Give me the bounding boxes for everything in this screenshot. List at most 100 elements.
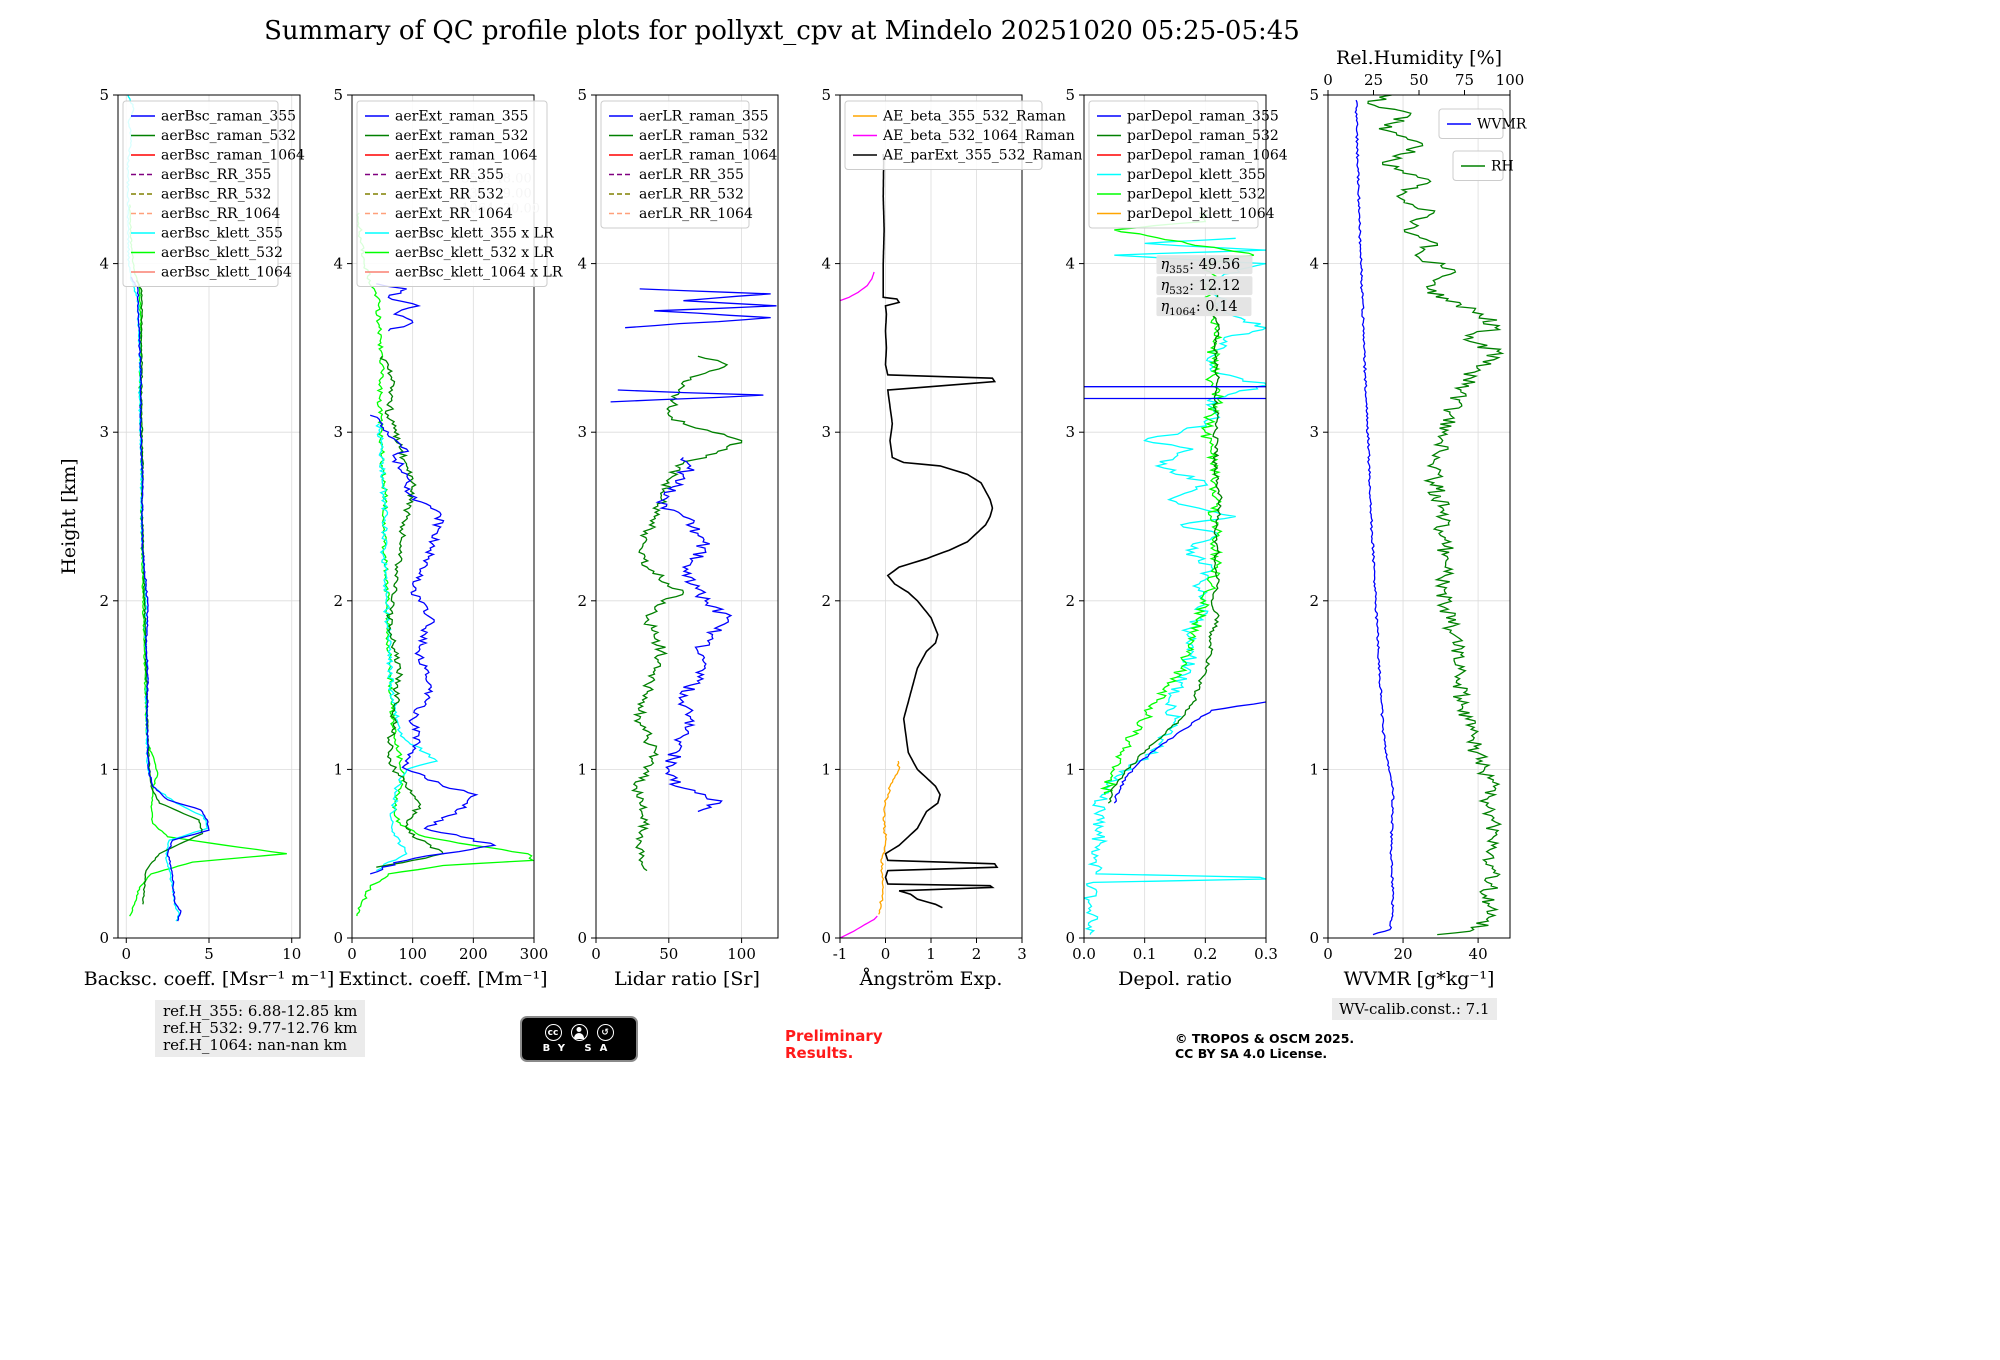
- y-tick-label: 1: [333, 760, 343, 778]
- legend-label: aerLR_raman_355: [639, 109, 769, 125]
- y-tick-label: 4: [1065, 255, 1075, 273]
- x-tick-label: 1: [926, 945, 936, 963]
- y-tick-label: 1: [577, 760, 587, 778]
- series-AE_parExt_355_532_Raman: [882, 153, 999, 909]
- legend-box: [844, 100, 1043, 170]
- refh-532: ref.H_532: 9.77-12.76 km: [163, 1019, 358, 1037]
- x-tick-label: 50: [659, 945, 678, 963]
- x-axis-label: Ångström Exp.: [859, 968, 1003, 990]
- series-aerBsc_raman_532: [135, 280, 204, 905]
- y-tick-label: 2: [577, 592, 587, 610]
- series-aerLR_raman_355: [610, 288, 777, 813]
- series-AE_beta_355_532_Raman: [878, 760, 901, 915]
- legend-label: aerLR_raman_532: [639, 128, 769, 144]
- legend-box: [356, 100, 548, 287]
- copyright-note: © TROPOS & OSCM 2025. CC BY SA 4.0 Licen…: [1175, 1031, 1354, 1061]
- legend-label: WVMR: [1477, 117, 1527, 133]
- copyright-line2: CC BY SA 4.0 License.: [1175, 1046, 1328, 1061]
- x-axis-label: Depol. ratio: [1118, 968, 1232, 990]
- x-tick-label: 200: [459, 945, 488, 963]
- series-aerBsc_klett_532_x_LR: [356, 212, 534, 917]
- x-tick-label: -1: [833, 945, 848, 963]
- series-RH: [1367, 95, 1505, 936]
- preliminary-line2: Results.: [785, 1044, 854, 1062]
- plot-frame: [595, 94, 779, 939]
- series-aerBsc_raman_355: [130, 276, 210, 922]
- legend-label: aerBsc_klett_1064 x LR: [395, 265, 563, 281]
- annotation-box: [1156, 276, 1253, 296]
- y-tick-label: 3: [1065, 423, 1075, 441]
- x-tick-label: 0: [121, 945, 131, 963]
- y-tick-label: 2: [1309, 592, 1319, 610]
- y-tick-label: 1: [1309, 760, 1319, 778]
- series-aerExt_raman_355: [370, 283, 497, 875]
- legend-label: aerExt_RR_532: [395, 187, 504, 203]
- legend: aerLR_raman_355 aerLR_raman_532 aerLR_rama…: [600, 100, 778, 229]
- series-aerBsc_klett_532: [128, 204, 287, 917]
- y-tick-label: 3: [333, 423, 343, 441]
- legend-label: aerBsc_RR_1064: [161, 206, 280, 222]
- page-title: Summary of QC profile plots for pollyxt_…: [264, 16, 1300, 46]
- legend-box: [1088, 100, 1259, 229]
- legend-label: aerBsc_RR_355: [161, 167, 271, 183]
- cc-badge-icons: cc ↺: [544, 1024, 614, 1041]
- series-WVMR: [1354, 99, 1395, 936]
- legend: AE_beta_355_532_Raman AE_beta_532_1064_Ra…: [844, 100, 1082, 170]
- x-tick-label: 10: [282, 945, 301, 963]
- panel-depol_ratio: 0.0 0.1 0.2 0.3 0 1 2 3 4 5 Depol. ratio parDepol_r…: [1065, 86, 1287, 990]
- top-tick-label: 50: [1409, 71, 1428, 89]
- legend-label: AE_beta_355_532_Raman: [882, 109, 1066, 125]
- wv-calib-const: WV-calib.const.: 7.1: [1332, 998, 1497, 1020]
- x-tick-label: 0.0: [1072, 945, 1096, 963]
- y-tick-label: 2: [1065, 592, 1075, 610]
- y-tick-label: 4: [1309, 255, 1319, 273]
- y-tick-label: 5: [99, 86, 109, 104]
- legend-label: parDepol_raman_1064: [1127, 148, 1288, 164]
- calib-annotation: η1064: 0.14: [1160, 299, 1237, 318]
- legend: RH: [1452, 150, 1514, 181]
- legend: aerExt_raman_355 aerExt_raman_532 aerExt_r…: [356, 100, 563, 287]
- x-axis-label: WVMR [g*kg⁻¹]: [1344, 968, 1495, 990]
- x-axis-label: Lidar ratio [Sr]: [614, 968, 760, 990]
- x-tick-label: 5: [204, 945, 214, 963]
- series-parDepol_raman_532: [1107, 280, 1223, 804]
- top-tick-label: 25: [1364, 71, 1383, 89]
- x-tick-label: 300: [520, 945, 549, 963]
- legend-label: parDepol_klett_532: [1127, 187, 1266, 203]
- y-tick-label: 5: [1309, 86, 1319, 104]
- refh-1064: ref.H_1064: nan-nan km: [163, 1036, 348, 1054]
- legend-box: [600, 100, 750, 229]
- legend-label: aerLR_RR_355: [639, 167, 744, 183]
- x-axis-label: Extinct. coeff. [Mm⁻¹]: [338, 968, 547, 990]
- top-tick-label: 0: [1323, 71, 1333, 89]
- x-tick-label: 100: [398, 945, 427, 963]
- y-tick-label: 5: [333, 86, 343, 104]
- badge-by-sa-label: BY SA: [542, 1043, 616, 1054]
- legend-label: aerBsc_raman_355: [161, 109, 296, 125]
- y-tick-label: 4: [99, 255, 109, 273]
- legend-label: aerBsc_klett_355 x LR: [395, 226, 554, 242]
- y-tick-label: 3: [577, 423, 587, 441]
- x-tick-label: 0: [347, 945, 357, 963]
- series-parDepol_raman_355: [1084, 386, 1266, 804]
- y-tick-label: 5: [821, 86, 831, 104]
- legend-label: parDepol_raman_355: [1127, 109, 1279, 125]
- legend-label: aerExt_raman_532: [395, 128, 528, 144]
- x-tick-label: 40: [1469, 945, 1488, 963]
- cc-icon: cc: [544, 1024, 562, 1041]
- plot-frame: [351, 94, 535, 939]
- y-tick-label: 4: [577, 255, 587, 273]
- y-tick-label: 2: [821, 592, 831, 610]
- legend-label: aerBsc_klett_355: [161, 226, 283, 242]
- legend-label: aerExt_RR_355: [395, 167, 504, 183]
- top-tick-label: 100: [1496, 71, 1525, 89]
- x-tick-label: 0.1: [1133, 945, 1157, 963]
- legend-label: aerBsc_klett_532: [161, 245, 283, 261]
- legend-label: aerLR_RR_1064: [639, 206, 753, 222]
- legend-label: aerExt_raman_1064: [395, 148, 537, 164]
- panel-backscatter: 0 5 10 0 1 2 3 4 5 Backsc. coeff. [Msr⁻¹ m⁻¹] Heig…: [58, 86, 334, 990]
- legend-label: aerBsc_klett_1064: [161, 265, 292, 281]
- x-tick-label: 20: [1394, 945, 1413, 963]
